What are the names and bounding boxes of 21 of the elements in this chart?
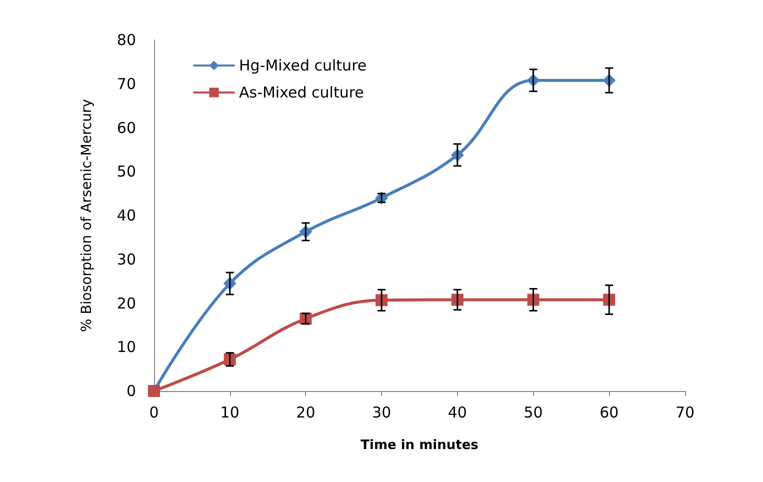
y-tick-label: 40 <box>116 206 136 224</box>
x-tick-label: 10 <box>220 404 240 422</box>
x-tick-label: 70 <box>675 404 695 422</box>
y-tick-label: 50 <box>116 162 136 181</box>
y-tick-label: 20 <box>116 294 136 312</box>
legend-label: Hg-Mixed culture <box>239 56 367 74</box>
x-tick-label: 60 <box>600 404 619 422</box>
x-axis-title: Time in minutes <box>360 438 479 453</box>
y-tick-label: 0 <box>126 382 136 400</box>
y-tick-label: 60 <box>116 118 136 137</box>
y-tick-label: 70 <box>116 74 136 93</box>
y-tick-label: 30 <box>116 250 136 268</box>
y-tick-label: 10 <box>116 338 136 356</box>
x-tick-label: 20 <box>296 404 316 422</box>
y-tick-label: 80 <box>116 31 136 49</box>
y-axis-title: % Biosorption of Arsenic-Mercury <box>79 98 95 332</box>
legend-label: As-Mixed culture <box>239 84 364 102</box>
x-tick-label: 0 <box>149 404 159 422</box>
x-tick-label: 30 <box>372 404 392 422</box>
x-tick-label: 50 <box>524 404 543 422</box>
x-tick-label: 40 <box>448 404 467 422</box>
